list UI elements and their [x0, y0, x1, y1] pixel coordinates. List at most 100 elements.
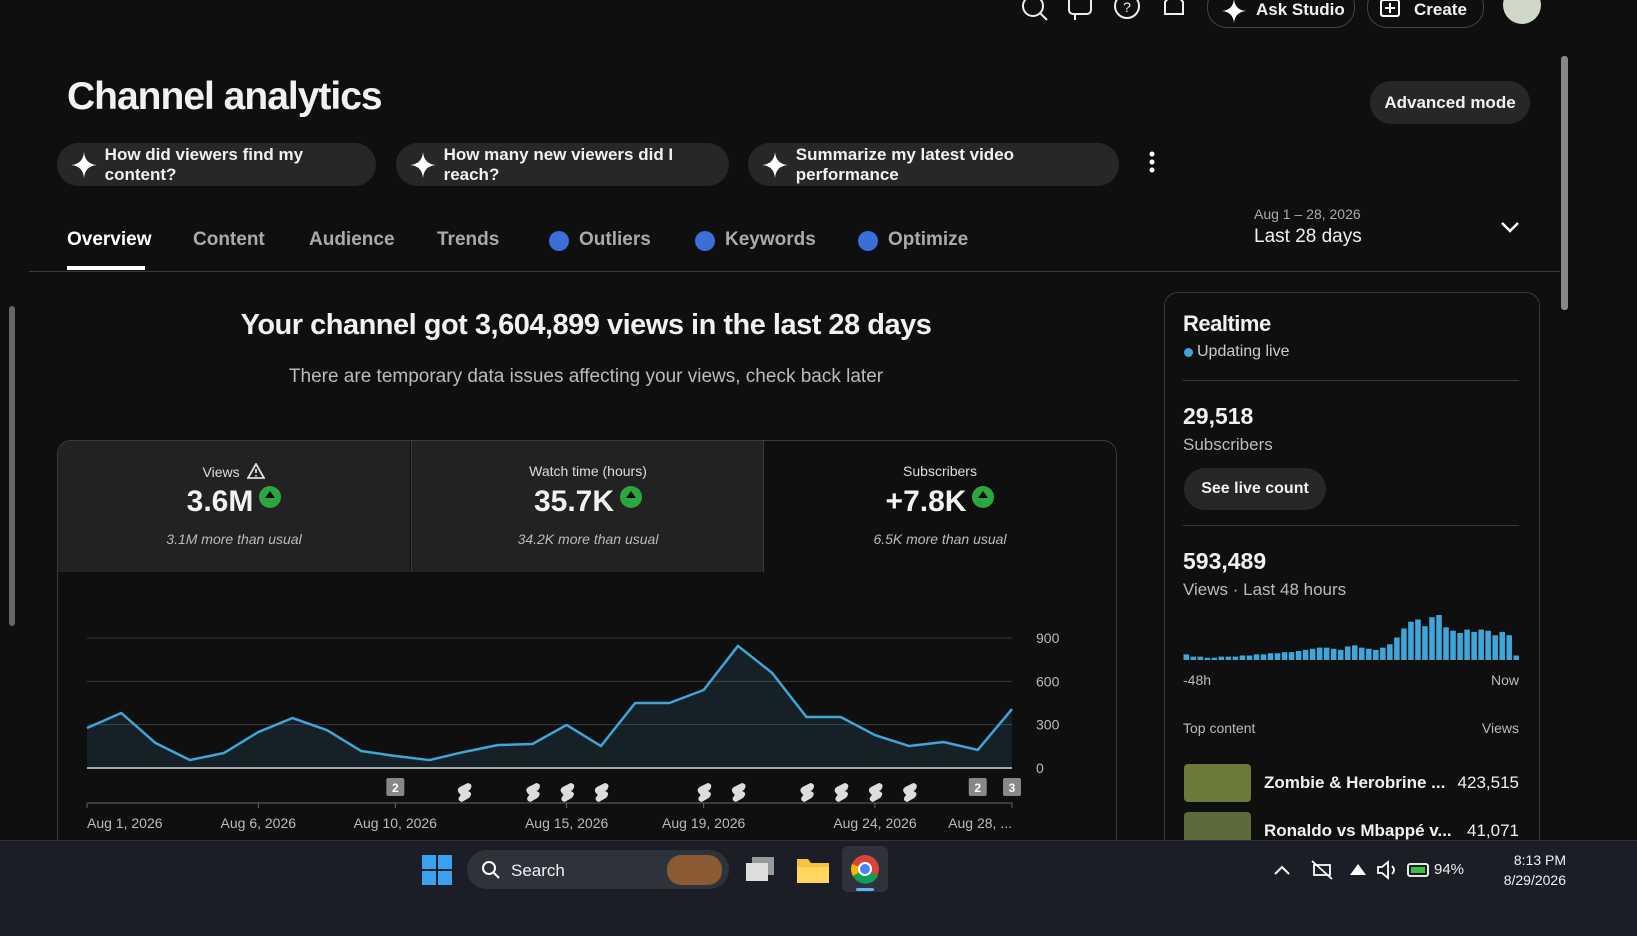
advanced-mode-button[interactable]: Advanced mode	[1370, 81, 1530, 124]
prompt-chip[interactable]: How many new viewers did I reach?	[396, 143, 729, 186]
bar	[1288, 652, 1295, 660]
metric-value: 3.6M	[186, 485, 254, 518]
summary-headline: Your channel got 3,604,899 views in the …	[240, 309, 932, 341]
video-title[interactable]: Ronaldo vs Mbappé v...	[1264, 821, 1452, 840]
annotation-box	[968, 778, 987, 796]
views-label: Views · Last 48 hours	[1183, 580, 1347, 599]
x-tick-label: Aug 6, 2026	[221, 815, 297, 831]
thumbnail[interactable]	[1184, 764, 1251, 802]
bar	[1260, 654, 1267, 660]
top-content-views-label: Views	[1481, 720, 1519, 736]
tab-icon	[549, 231, 569, 251]
taskbar-search[interactable]: Search	[467, 850, 729, 889]
bar	[1408, 621, 1414, 660]
page-scrollbar[interactable]	[1561, 56, 1568, 310]
bar	[1274, 653, 1281, 660]
shorts-icon	[594, 783, 609, 802]
top-content-label: Top content	[1183, 720, 1256, 736]
x-tick-label: Aug 19, 2026	[662, 815, 746, 831]
system-tray[interactable]	[1272, 859, 1472, 881]
tab[interactable]: Audience	[309, 229, 395, 250]
search-label: Search	[511, 861, 565, 880]
avatar[interactable]	[1503, 0, 1541, 24]
shorts-icon	[834, 783, 849, 802]
see-live-count-button[interactable]: See live count	[1184, 468, 1326, 510]
bar	[1330, 648, 1337, 660]
date-range-label[interactable]: Last 28 days	[1254, 226, 1362, 247]
tab[interactable]: Outliers	[579, 229, 651, 250]
chrome-active[interactable]	[842, 846, 888, 892]
sparkle-icon	[762, 151, 788, 178]
divider	[1183, 525, 1519, 526]
sparkle-icon	[1222, 0, 1246, 23]
bar	[1429, 617, 1435, 660]
bar	[1323, 647, 1330, 660]
shorts-icon	[731, 783, 746, 802]
subscriber-label: Subscribers	[1183, 435, 1273, 454]
ask-studio-button[interactable]: Ask Studio	[1207, 0, 1355, 28]
shorts-icon	[560, 783, 575, 802]
date-range-chevron[interactable]	[1500, 220, 1520, 234]
topbar-icons[interactable]: ?	[1015, 0, 1195, 26]
prompt-chip[interactable]: How did viewers find my content?	[57, 143, 376, 186]
shorts-icon	[800, 783, 815, 802]
task-view[interactable]	[744, 855, 776, 885]
prompt-chip[interactable]: Summarize my latest video performance	[748, 143, 1119, 186]
bar	[1450, 630, 1456, 660]
shorts-icon	[526, 783, 540, 802]
start-button[interactable]	[422, 855, 452, 885]
y-tick-label: 900	[1036, 630, 1060, 646]
bar	[1239, 655, 1246, 660]
left-scrollbar[interactable]	[9, 306, 15, 626]
bar	[1211, 657, 1218, 660]
tab[interactable]: Content	[193, 229, 265, 250]
search-highlight	[667, 855, 722, 885]
bar	[1443, 627, 1449, 660]
tab[interactable]: Keywords	[725, 229, 816, 250]
bar	[1464, 629, 1470, 660]
tab[interactable]: Overview	[67, 229, 152, 250]
shorts-icon	[457, 783, 472, 802]
live-dot	[1184, 348, 1193, 357]
metric-label: Subscribers	[903, 463, 977, 479]
battery-level: 94%	[1434, 861, 1465, 878]
clock-date[interactable]: 8/29/2026	[1503, 872, 1566, 888]
video-title[interactable]: Zombie & Herobrine ...	[1264, 773, 1446, 792]
shorts-icon	[697, 783, 712, 802]
bar	[1197, 656, 1204, 660]
bars-end-label: Now	[1490, 672, 1519, 688]
more-menu[interactable]	[1146, 150, 1158, 176]
active-indicator	[856, 888, 874, 891]
bar	[1218, 656, 1225, 660]
divider	[1183, 380, 1519, 381]
x-tick-label: Aug 28, ...	[948, 815, 1012, 831]
up-arrow	[620, 486, 643, 508]
bar	[1478, 629, 1484, 660]
svg-text:?: ?	[1123, 0, 1131, 15]
annotation-label: 2	[974, 781, 981, 795]
annotation-label: 3	[1009, 781, 1016, 795]
bar	[1309, 648, 1316, 660]
create-icon	[1380, 0, 1400, 17]
x-tick-label: Aug 15, 2026	[525, 815, 609, 831]
bar	[1499, 631, 1505, 660]
bar	[1344, 646, 1351, 660]
metric-note: 6.5K more than usual	[873, 531, 1007, 547]
metric-card[interactable]: Watch time (hours) 35.7K 34.2K more than…	[411, 441, 764, 572]
tab[interactable]: Trends	[437, 229, 500, 250]
metric-value: 35.7K	[533, 485, 615, 518]
metric-value: +7.8K	[885, 485, 967, 518]
x-tick-label: Aug 24, 2026	[833, 815, 917, 831]
file-explorer[interactable]	[796, 855, 830, 885]
clock-time[interactable]: 8:13 PM	[1513, 852, 1566, 868]
tab[interactable]: Optimize	[888, 229, 969, 250]
up-arrow	[259, 486, 282, 508]
bar	[1492, 635, 1498, 660]
metric-card[interactable]: Views 3.6M 3.1M more than usual	[58, 441, 410, 572]
annotation-box	[1003, 778, 1021, 796]
metric-card[interactable]: Subscribers +7.8K 6.5K more than usual	[763, 441, 1116, 572]
bar	[1316, 647, 1323, 660]
create-button[interactable]: Create	[1367, 0, 1484, 28]
